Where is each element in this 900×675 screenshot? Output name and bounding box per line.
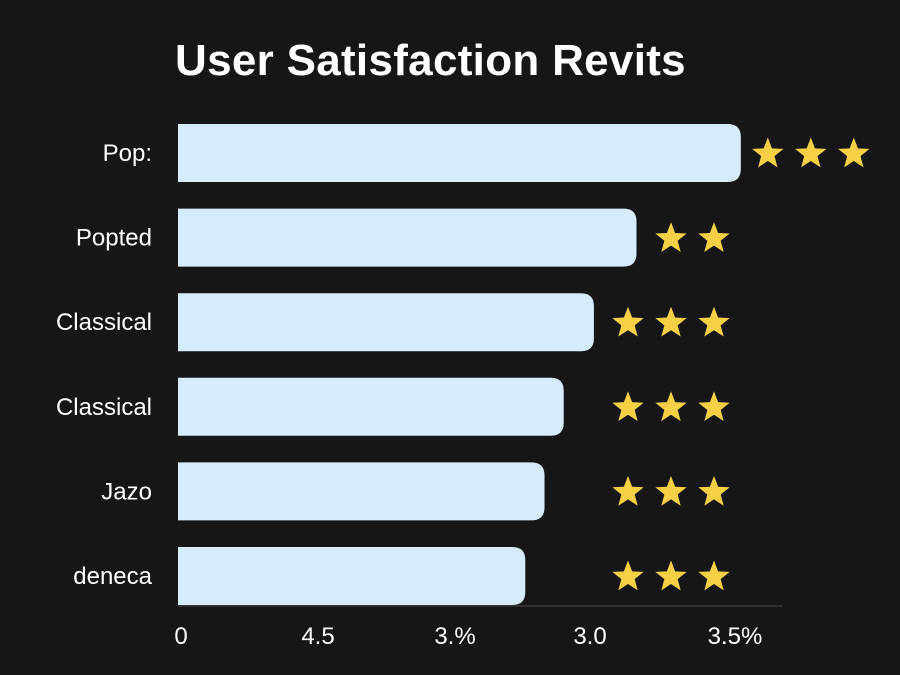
bar — [178, 377, 564, 436]
category-label: Jazo — [101, 478, 152, 505]
star-icon — [612, 391, 644, 422]
bar — [178, 208, 637, 267]
x-tick-label: 4.5 — [301, 623, 334, 650]
star-icon — [612, 306, 644, 337]
star-icon — [838, 137, 870, 168]
x-tick-label: 3.5% — [708, 623, 763, 650]
star-icon — [612, 560, 644, 591]
bar — [178, 462, 545, 521]
category-label: deneca — [73, 563, 152, 590]
category-label: Pop: — [103, 140, 152, 167]
star-icon — [612, 475, 644, 506]
star-icon — [698, 222, 730, 252]
category-label: Classical — [56, 309, 152, 336]
star-icon — [655, 222, 687, 252]
star-icon — [795, 137, 827, 168]
chart-title: User Satisfaction Revits — [175, 36, 686, 85]
x-tick-label: 3.0 — [573, 623, 606, 650]
category-label: Classical — [56, 394, 152, 421]
star-icon — [698, 475, 730, 506]
x-tick-label: 0 — [174, 623, 187, 650]
x-tick-label: 3.% — [434, 623, 475, 650]
bar — [178, 293, 594, 352]
star-icon — [655, 560, 687, 591]
star-icon — [655, 475, 687, 506]
bar — [178, 124, 741, 182]
star-icon — [752, 137, 784, 168]
star-icon — [655, 306, 687, 337]
star-icon — [698, 391, 730, 422]
star-icon — [698, 560, 730, 591]
category-label: Popted — [76, 225, 152, 252]
star-icon — [655, 391, 687, 422]
star-icon — [698, 306, 730, 337]
bar — [178, 547, 526, 605]
